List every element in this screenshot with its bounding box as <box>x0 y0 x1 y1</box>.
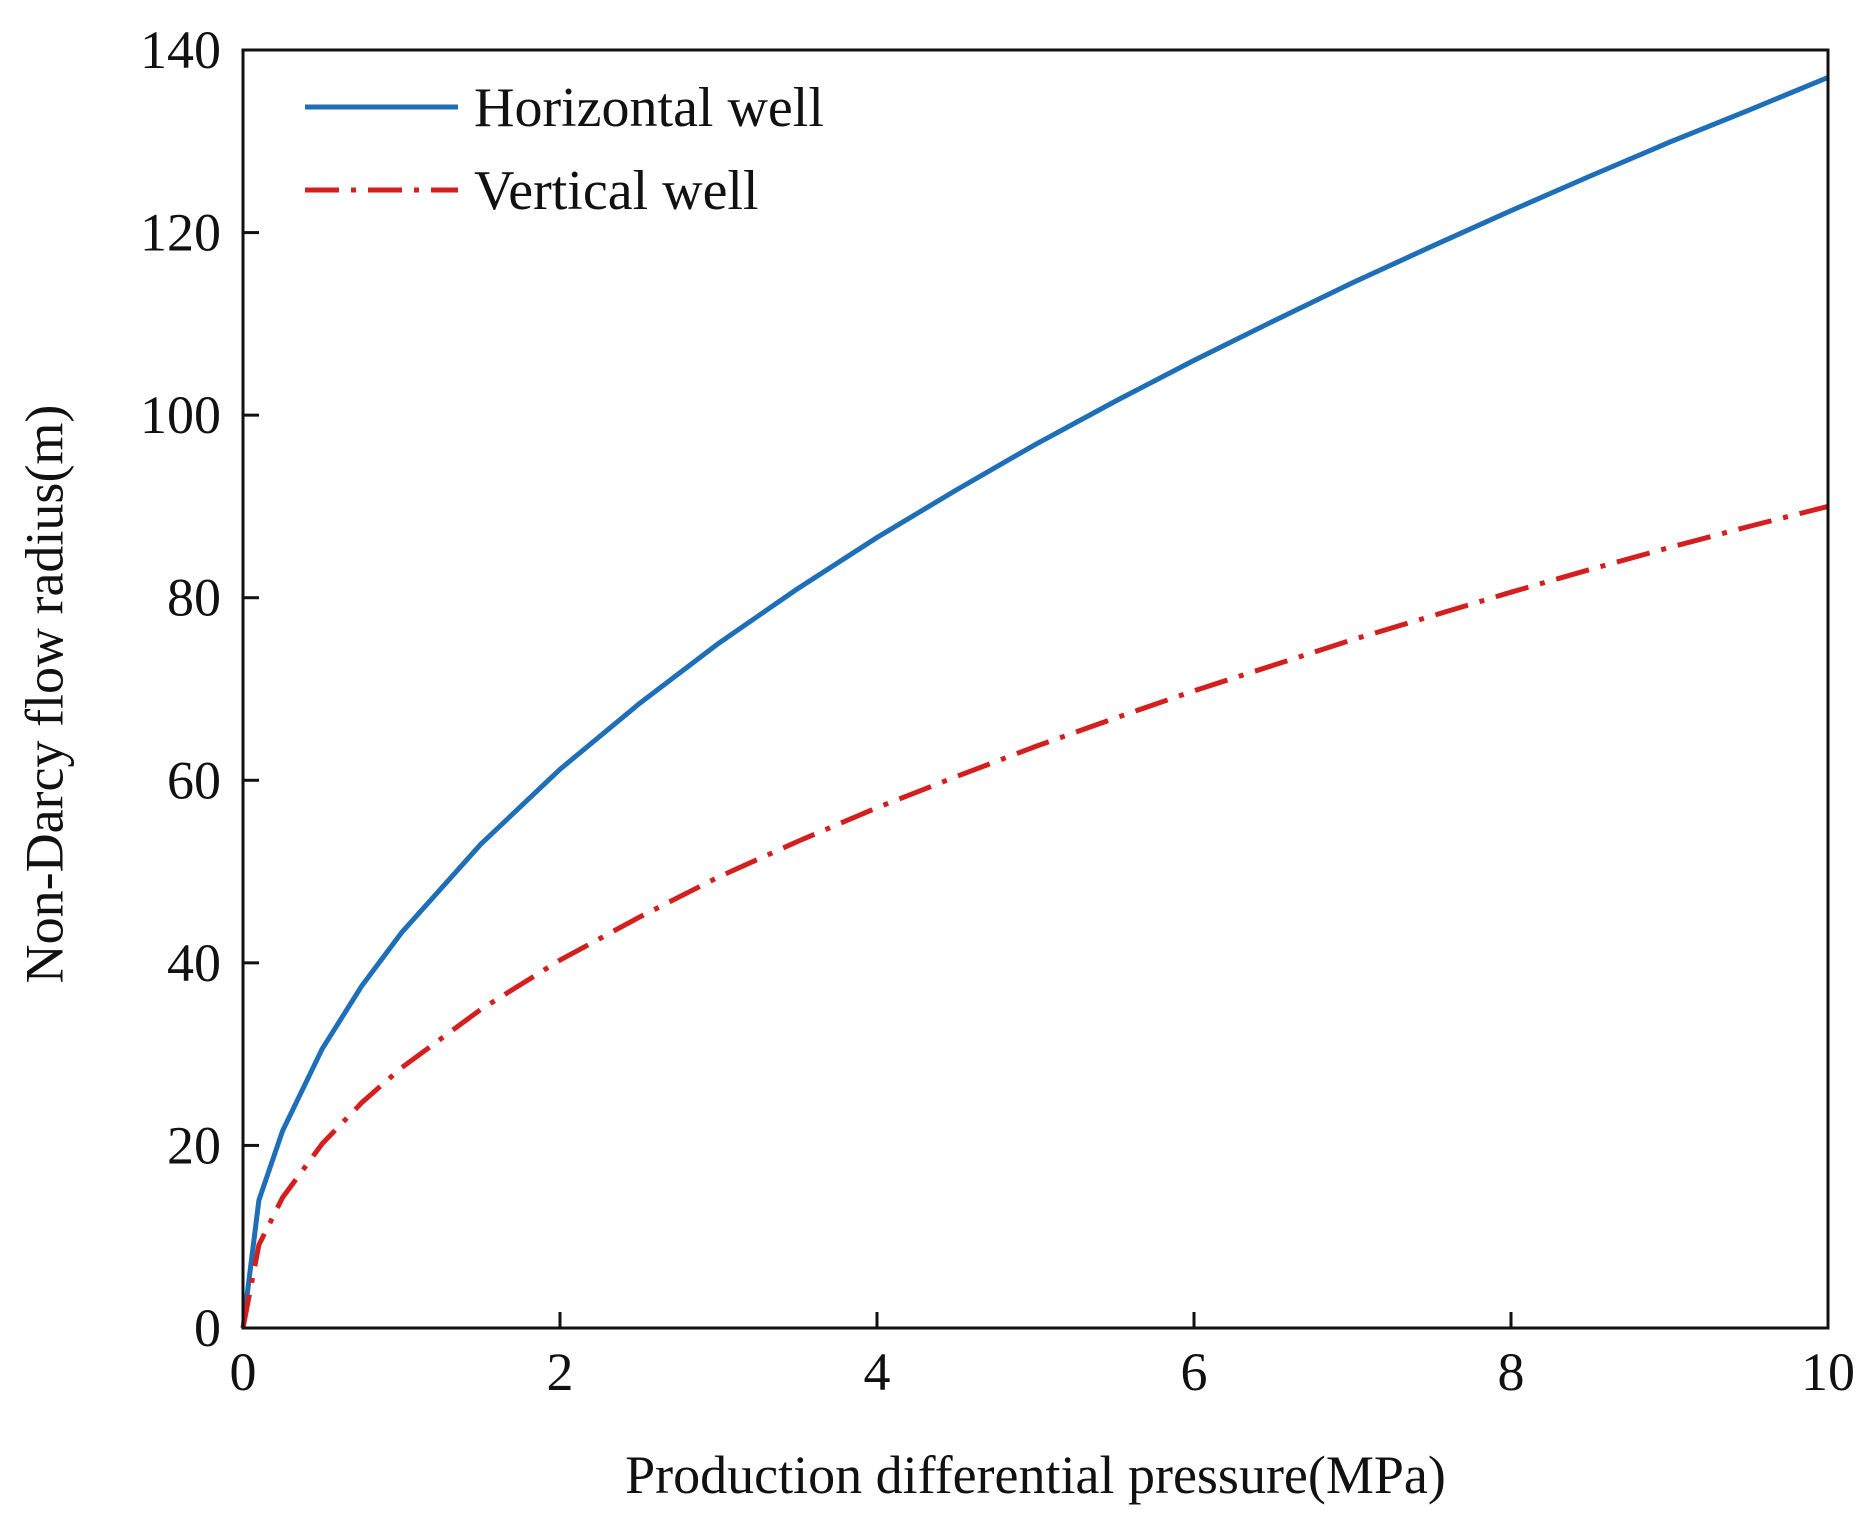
y-tick-label: 0 <box>194 1298 221 1358</box>
legend: Horizontal well Vertical well <box>305 77 824 222</box>
x-tick-label: 0 <box>230 1342 257 1402</box>
x-tick-label: 6 <box>1181 1342 1208 1402</box>
x-tick-label: 8 <box>1498 1342 1525 1402</box>
x-tick-label: 4 <box>864 1342 891 1402</box>
x-axis-ticks: 0 2 4 6 8 10 <box>230 1312 1855 1402</box>
series-layer <box>240 75 1829 1329</box>
y-tick-label: 120 <box>140 203 221 263</box>
x-axis-title: Production differential pressure(MPa) <box>625 1445 1446 1505</box>
y-tick-label: 80 <box>167 568 221 628</box>
y-axis-title: Non-Darcy flow radius(m) <box>14 405 74 984</box>
plot-frame <box>241 48 1830 1330</box>
series-line-horizontal-well <box>240 75 1829 1329</box>
legend-label-horizontal-well: Horizontal well <box>474 77 824 139</box>
x-tick-label: 10 <box>1801 1342 1855 1402</box>
y-tick-label: 20 <box>167 1115 221 1175</box>
legend-label-vertical-well: Vertical well <box>474 160 759 222</box>
series-line-vertical-well <box>240 503 1829 1329</box>
y-tick-label: 140 <box>140 20 221 80</box>
y-tick-label: 100 <box>140 385 221 445</box>
x-tick-label: 2 <box>547 1342 574 1402</box>
y-axis-ticks: 0 20 40 60 80 100 120 140 <box>140 20 259 1358</box>
y-tick-label: 60 <box>167 750 221 810</box>
y-tick-label: 40 <box>167 933 221 993</box>
